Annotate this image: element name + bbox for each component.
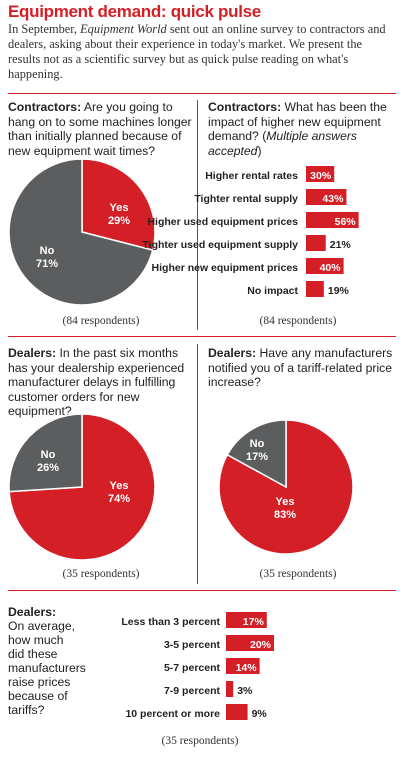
bar-category-label: No impact [247,285,298,297]
pie-slice-no [8,158,154,306]
question-lead: Dealers: [208,346,257,360]
respondents-price-raise: (35 respondents) [161,735,239,747]
bar-value-label: 21% [330,239,352,251]
question-contractors-impact: Contractors: What has been the impact of… [208,100,396,158]
pie-slice-no [8,413,83,493]
bar [306,189,347,205]
bar-value-label: 3% [237,685,253,697]
question-lead: Dealers: [8,605,57,619]
bar-value-label: 56% [335,216,357,228]
bar-value-label: 43% [322,193,344,205]
bar-category-label: Higher new equipment prices [152,262,299,274]
divider-top [8,93,396,94]
divider-vertical-1 [197,100,198,330]
question-lead: Contractors: [208,100,282,114]
divider-middle-1 [8,336,396,337]
question-dealers-raise: Dealers: On average, how much did these m… [8,605,86,717]
bar-value-label: 40% [320,262,342,274]
pie-label-yes: Yes 29% [108,202,130,227]
bar-value-label: 19% [328,285,350,297]
respondents-hang-on: (84 respondents) [62,315,140,327]
bar-category-label: Higher rental rates [205,170,298,182]
bar-category-label: 5-7 percent [164,662,221,674]
bar-value-label: 30% [310,170,332,182]
pie-slice-yes [218,419,354,555]
bar-value-label: 17% [243,616,265,628]
bar [226,635,274,651]
bar-value-label: 14% [236,662,258,674]
question-lead: Dealers: [8,346,57,360]
respondents-delays: (35 respondents) [62,568,140,580]
question-text: Have any manufacturers notified you of a… [208,346,393,389]
bar [306,258,344,274]
bar [226,658,260,674]
bar-value-label: 20% [250,639,272,651]
page-title: Equipment demand: quick pulse [8,2,261,21]
question-text: What has been the impact of higher new e… [208,100,387,143]
divider-vertical-2 [197,344,198,584]
question-end: ) [257,143,262,158]
bar [306,235,326,251]
question-dealers-delays: Dealers: In the past six months has your… [8,346,194,419]
question-text: Are you going to hang on to some machine… [8,100,192,158]
bar [226,704,248,720]
bar [226,681,234,697]
pie-label-no: No 71% [36,245,58,270]
question-note: Multiple answers accepted [208,129,358,158]
pie-label-yes: Yes 74% [108,480,130,505]
pie-slice-yes [81,158,156,252]
question-dealers-tariff: Dealers: Have any manufacturers notified… [208,346,396,390]
bar-value-label: 9% [252,708,268,720]
intro-part-2: sent out an online survey to contractors… [8,22,386,81]
intro-text: In September, Equipment World sent out a… [8,22,396,82]
question-text: On average, how much did these manufactu… [8,619,86,717]
divider-middle-2 [8,590,396,591]
question-lead: Contractors: [8,100,82,114]
bar-category-label: 10 percent or more [125,708,220,720]
bar [306,166,335,182]
bar-category-label: Higher used equipment prices [147,216,298,228]
bar [226,612,267,628]
intro-publication: Equipment World [80,22,167,36]
pie-label-no: No 17% [246,438,268,463]
bar-category-label: Tighter used equipment supply [142,239,298,251]
question-contractors-hang-on: Contractors: Are you going to hang on to… [8,100,194,158]
respondents-tariff: (35 respondents) [259,568,337,580]
intro-part-1: In September, [8,22,81,36]
bar-category-label: 3-5 percent [164,639,221,651]
bar [306,281,324,297]
respondents-impact: (84 respondents) [259,315,337,327]
pie-label-yes: Yes 83% [274,496,296,521]
bar-category-label: Less than 3 percent [121,616,220,628]
bar-category-label: Tighter rental supply [194,193,298,205]
pie-label-no: No 26% [37,449,59,474]
question-text: In the past six months has your dealersh… [8,346,185,418]
pie-slice-no [226,419,287,489]
bar [306,212,359,228]
bar-category-label: 7-9 percent [164,685,221,697]
